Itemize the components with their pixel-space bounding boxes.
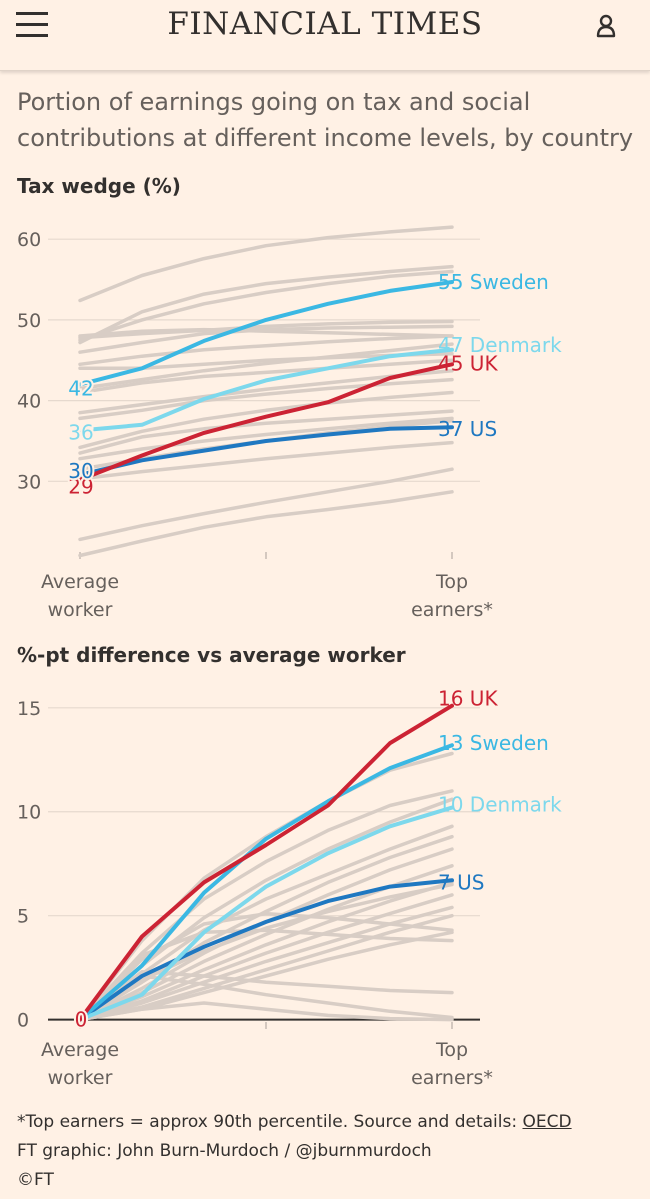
y-tick-label: 30 (17, 471, 41, 493)
y-tick-label: 15 (17, 698, 41, 720)
x-label-average-worker: worker (48, 599, 113, 621)
other-country-line (78, 928, 454, 1022)
x-label-top-earners: Top (435, 571, 468, 593)
user-account-icon[interactable] (590, 10, 622, 40)
end-label-denmark: 47 Denmark (438, 333, 562, 357)
series-line-denmark (78, 805, 454, 1022)
x-label-average-worker: Average (41, 1039, 119, 1061)
series-line-uk (78, 362, 454, 482)
other-country-line (78, 834, 454, 1022)
start-label-uk: 29 (68, 475, 93, 499)
y-tick-label: 50 (17, 310, 41, 332)
end-label-sweden: 55 Sweden (438, 270, 549, 294)
other-country-line (78, 970, 454, 1022)
other-country-line (78, 1001, 454, 1022)
other-country-line (78, 358, 454, 395)
end-label-us: 37 US (438, 417, 497, 441)
other-country-line (78, 342, 454, 391)
series-line-us (78, 425, 454, 477)
series-line-us (78, 878, 454, 1022)
other-country-line (78, 913, 454, 1022)
hamburger-menu-icon[interactable] (16, 10, 50, 40)
start-label-sweden: 42 (68, 376, 93, 400)
panel-title-tax-wedge: Tax wedge (%) (17, 174, 181, 198)
other-country-line (78, 440, 454, 481)
other-country-line (78, 911, 454, 1022)
other-country-line (78, 893, 454, 1022)
y-tick-label: 0 (17, 1010, 29, 1032)
panel-title-difference: %-pt difference vs average worker (17, 643, 406, 667)
other-country-line (78, 490, 454, 558)
footer-note: *Top earners = approx 90th percentile. S… (17, 1108, 572, 1137)
x-label-average-worker: worker (48, 1067, 113, 1089)
series-line-denmark (78, 347, 454, 433)
other-country-line (78, 225, 454, 303)
footer: *Top earners = approx 90th percentile. S… (17, 1108, 572, 1195)
other-country-line (78, 334, 454, 367)
end-label-us: 7 US (438, 870, 484, 894)
other-country-line (78, 377, 454, 421)
brand-logo[interactable]: FINANCIAL TIMES (167, 6, 483, 42)
x-label-top-earners: Top (435, 1039, 468, 1061)
subtitle-line: contributions at different income levels… (17, 124, 634, 152)
other-country-line (78, 324, 454, 354)
end-label-uk: 45 UK (438, 351, 498, 375)
x-label-top-earners: earners* (411, 1067, 493, 1089)
end-label-uk: 16 UK (438, 687, 498, 711)
footer-copyright: ©FT (17, 1170, 54, 1190)
start-label-denmark: 36 (68, 420, 93, 444)
difference-chart: 0 5 10 15 Average worker Top earners* 16 UK 0 13 S… (17, 687, 562, 1089)
footer-note-text: *Top earners = approx 90th percentile. S… (17, 1112, 523, 1132)
series-line-sweden (78, 743, 454, 1022)
y-tick-label: 10 (17, 802, 41, 824)
other-country-line (78, 416, 454, 461)
end-label-sweden: 13 Sweden (438, 731, 549, 755)
tax-wedge-chart: 30 40 50 60 Average worker Top earners* 55 Swede… (17, 225, 562, 621)
other-country-line (78, 467, 454, 542)
y-tick-label: 40 (17, 391, 41, 413)
y-tick-label: 60 (17, 229, 41, 251)
site-header: FINANCIAL TIMES (0, 0, 650, 71)
other-country-line (78, 882, 454, 1022)
series-line-sweden (78, 280, 454, 387)
oecd-source-link[interactable]: OECD (522, 1112, 572, 1132)
y-tick-label: 5 (17, 906, 29, 928)
footer-credit: FT graphic: John Burn-Murdoch / @jburnmu… (17, 1141, 432, 1161)
other-country-line (78, 409, 454, 455)
series-line-uk (78, 703, 454, 1022)
end-label-denmark: 10 Denmark (438, 793, 562, 817)
other-country-line (78, 789, 454, 1022)
other-country-line (78, 390, 454, 450)
x-label-top-earners: earners* (411, 599, 493, 621)
chart-subtitle: Portion of earnings going on tax and soc… (17, 84, 637, 156)
start-label-us: 30 (68, 459, 93, 483)
other-country-line (78, 319, 454, 340)
x-label-average-worker: Average (41, 571, 119, 593)
other-country-line (78, 264, 454, 345)
start-label-uk: 0 (75, 1008, 88, 1032)
other-country-line (78, 269, 454, 342)
subtitle-line: Portion of earnings going on tax and soc… (17, 88, 531, 116)
